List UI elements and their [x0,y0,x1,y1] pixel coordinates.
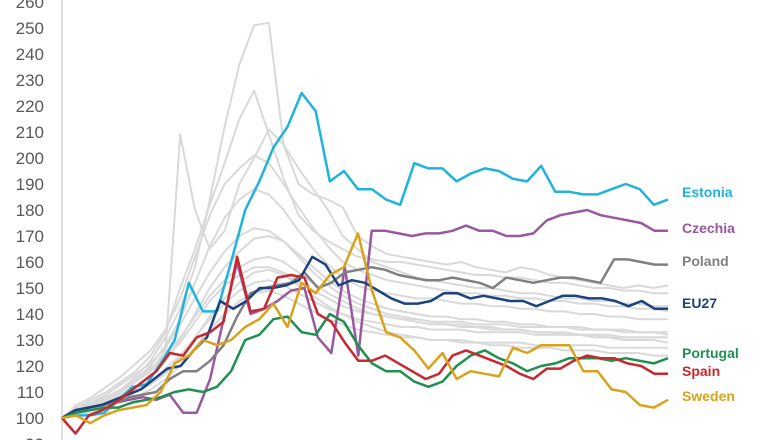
background-series-line-3 [61,128,668,419]
series-line-sweden [61,232,669,425]
y-tick-label-170: 170 [16,227,44,246]
background-series-line-8 [61,268,668,419]
series-label-sweden: Sweden [682,388,735,404]
series-line-estonia [61,91,669,420]
series-label-czechia: Czechia [682,220,735,236]
series-label-eu27: EU27 [682,295,717,311]
y-tick-label-200: 200 [16,149,44,168]
y-tick-label-260: 260 [16,0,44,12]
y-tick-label-180: 180 [16,201,44,220]
series-label-poland: Poland [682,253,729,269]
y-tick-label-140: 140 [16,305,44,324]
series-label-spain: Spain [682,363,720,379]
y-tick-label-90: 90 [25,435,44,440]
series-line-portugal [61,312,669,420]
y-tick-label-240: 240 [16,45,44,64]
y-tick-label-100: 100 [16,409,44,428]
y-tick-label-120: 120 [16,357,44,376]
series-label-estonia: Estonia [682,184,733,200]
series-line-eu27 [61,255,668,420]
y-tick-label-130: 130 [16,331,44,350]
y-tick-label-250: 250 [16,19,44,38]
y-tick-label-190: 190 [16,175,44,194]
series-label-portugal: Portugal [682,345,739,361]
y-tick-label-150: 150 [16,279,44,298]
y-tick-label-160: 160 [16,253,44,272]
y-tick-label-210: 210 [16,123,44,142]
y-tick-label-230: 230 [16,71,44,90]
y-tick-label-110: 110 [17,383,44,402]
background-series-line-4 [61,154,669,419]
highlighted-series-lines [61,91,669,435]
series-labels: Estonia Czechia Poland EU27 Portugal Spain Swe… [682,184,739,404]
y-tick-label-220: 220 [16,97,44,116]
y-axis: 90 100 110 120 130 140 150 160 170 180 190 200 210 22… [16,0,63,440]
series-line-spain [61,255,668,435]
